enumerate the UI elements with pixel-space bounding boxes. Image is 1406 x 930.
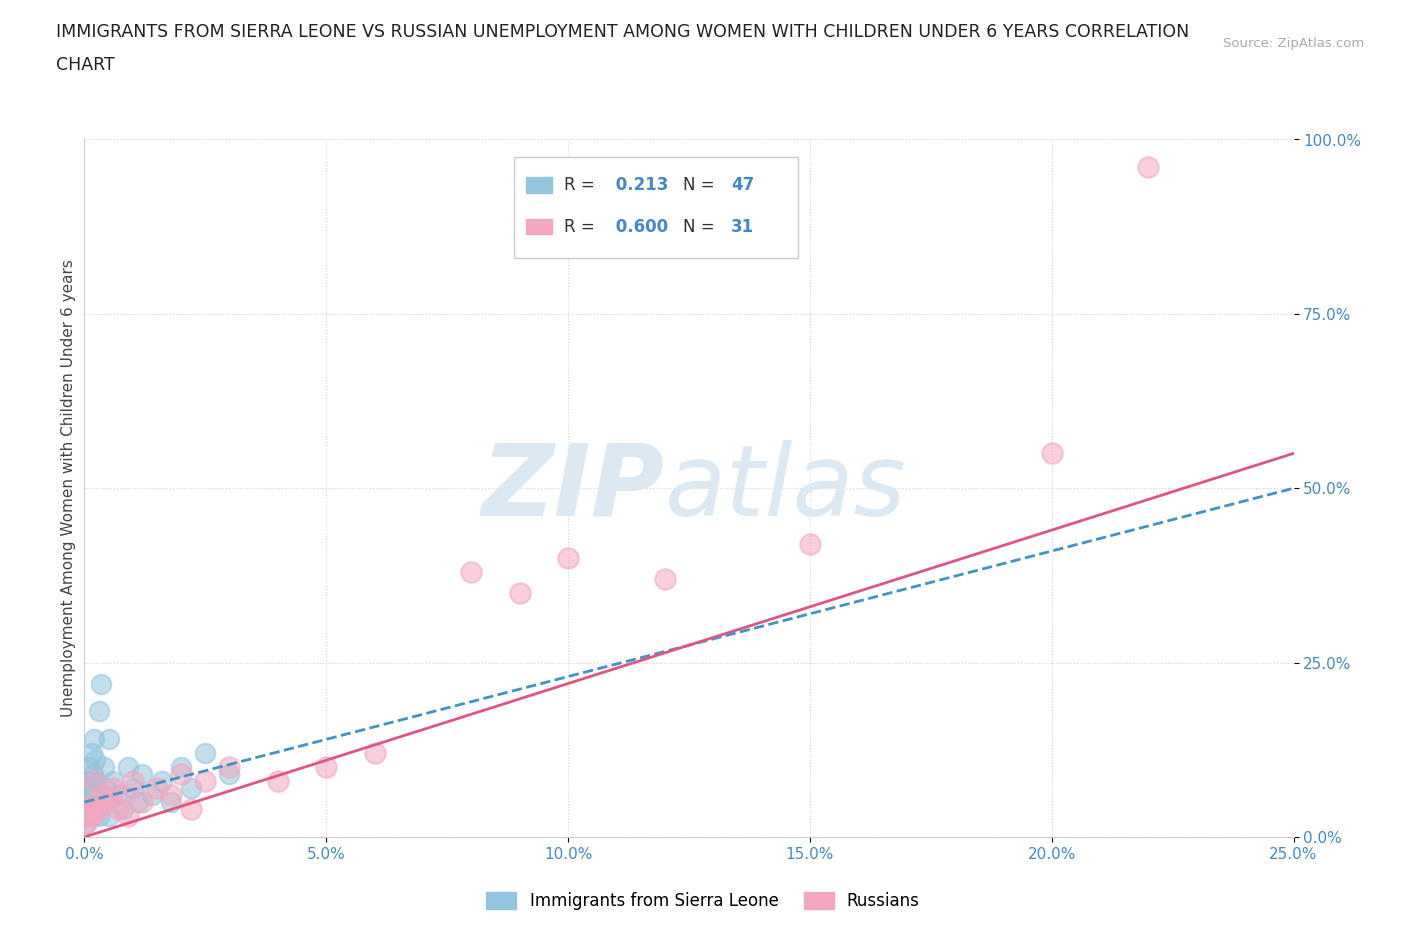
Point xyxy=(90,676,112,691)
Point xyxy=(93,794,115,809)
Text: 47: 47 xyxy=(731,176,755,193)
Point xyxy=(97,732,120,747)
Point xyxy=(218,760,240,775)
Point xyxy=(363,746,385,761)
Point xyxy=(267,774,290,789)
Point xyxy=(180,802,202,817)
Point xyxy=(93,760,115,775)
Point xyxy=(75,816,97,830)
Text: CHART: CHART xyxy=(56,56,115,73)
Point xyxy=(93,788,115,803)
Point xyxy=(799,537,821,551)
Point xyxy=(194,774,217,789)
Point xyxy=(141,788,163,803)
Legend: Immigrants from Sierra Leone, Russians: Immigrants from Sierra Leone, Russians xyxy=(479,885,927,917)
Point xyxy=(83,732,105,747)
Point xyxy=(121,774,143,789)
Point xyxy=(75,802,97,817)
Point xyxy=(218,766,240,781)
Point xyxy=(170,760,193,775)
Point xyxy=(146,781,169,796)
Point xyxy=(121,781,143,796)
Text: Source: ZipAtlas.com: Source: ZipAtlas.com xyxy=(1223,37,1364,50)
Point xyxy=(80,746,103,761)
Point xyxy=(83,794,105,809)
Point xyxy=(112,788,135,803)
Point xyxy=(80,809,103,824)
Point xyxy=(87,704,110,719)
Point xyxy=(75,816,97,830)
Point xyxy=(79,774,101,789)
Point xyxy=(84,753,107,768)
Point xyxy=(180,781,202,796)
Point xyxy=(131,766,153,781)
Bar xyxy=(526,219,553,234)
Point xyxy=(97,809,120,824)
Point xyxy=(117,760,139,775)
Text: R =: R = xyxy=(564,176,600,193)
Point xyxy=(77,802,100,817)
Point xyxy=(77,788,100,803)
Point xyxy=(76,809,98,824)
Point xyxy=(94,781,117,796)
Point xyxy=(77,809,100,824)
Point xyxy=(315,760,337,775)
Point xyxy=(1040,445,1063,460)
Point xyxy=(127,794,149,809)
Text: N =: N = xyxy=(683,176,720,193)
Point xyxy=(84,802,107,817)
Point xyxy=(194,746,217,761)
Point xyxy=(86,774,108,789)
Point xyxy=(79,794,101,809)
Point xyxy=(557,551,579,565)
Text: 0.600: 0.600 xyxy=(610,218,668,235)
Text: IMMIGRANTS FROM SIERRA LEONE VS RUSSIAN UNEMPLOYMENT AMONG WOMEN WITH CHILDREN U: IMMIGRANTS FROM SIERRA LEONE VS RUSSIAN … xyxy=(56,23,1189,41)
Bar xyxy=(526,178,553,193)
Point xyxy=(80,802,103,817)
Point xyxy=(654,571,676,587)
Point xyxy=(131,794,153,809)
Text: ZIP: ZIP xyxy=(482,440,665,537)
Point xyxy=(107,802,129,817)
Text: R =: R = xyxy=(564,218,600,235)
Point xyxy=(82,766,104,781)
Point xyxy=(76,809,98,824)
Y-axis label: Unemployment Among Women with Children Under 6 years: Unemployment Among Women with Children U… xyxy=(60,259,76,717)
Point xyxy=(87,809,110,824)
Text: 31: 31 xyxy=(731,218,755,235)
Point xyxy=(1137,160,1160,175)
Point xyxy=(97,794,120,809)
Point xyxy=(77,802,100,817)
Point xyxy=(84,781,107,796)
Point xyxy=(103,774,125,789)
Point xyxy=(77,760,100,775)
Point xyxy=(76,781,98,796)
Point xyxy=(82,809,104,824)
Point xyxy=(82,788,104,803)
Point xyxy=(76,774,98,789)
Point xyxy=(75,809,97,824)
Point xyxy=(87,802,110,817)
Point xyxy=(460,565,482,579)
FancyBboxPatch shape xyxy=(513,157,797,259)
Point xyxy=(89,788,111,803)
Point xyxy=(103,781,125,796)
Point xyxy=(509,586,531,601)
Point xyxy=(112,802,135,817)
Point xyxy=(83,774,105,789)
Point xyxy=(117,809,139,824)
Point xyxy=(83,794,105,809)
Point xyxy=(150,774,173,789)
Text: 0.213: 0.213 xyxy=(610,176,669,193)
Point xyxy=(170,766,193,781)
Text: N =: N = xyxy=(683,218,720,235)
Point xyxy=(107,788,129,803)
Point xyxy=(76,794,98,809)
Point xyxy=(160,794,183,809)
Text: atlas: atlas xyxy=(665,440,907,537)
Point xyxy=(160,788,183,803)
